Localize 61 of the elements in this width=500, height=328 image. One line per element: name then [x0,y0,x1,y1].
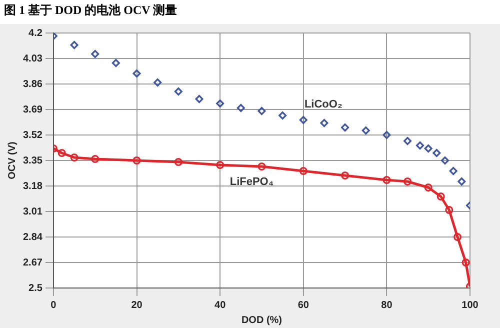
point [404,137,412,145]
series-label: LiCoO₂ [304,98,342,111]
point [424,184,432,192]
point [341,172,350,180]
point [382,176,391,184]
chart-title: 图 1 基于 DOD 的电池 OCV 测量 [3,2,178,19]
point [424,144,432,152]
point [404,178,412,186]
x-tick-label: 80 [381,300,393,311]
point [382,131,391,139]
point [416,142,424,150]
y-tick-label: 3.69 [22,104,43,116]
point [258,162,266,170]
point [320,119,328,127]
point [462,258,470,266]
point [70,41,78,49]
point [91,50,100,58]
y-tick-label: 3.86 [22,78,43,90]
point [458,178,466,186]
y-tick-label: 2.5 [28,282,43,294]
series-label: LiFePO₄ [230,176,274,188]
x-tick-label: 0 [50,300,57,311]
y-tick-label: 3.01 [22,206,43,218]
y-tick-label: 3.18 [22,180,43,192]
point [112,59,120,67]
point [432,149,441,157]
x-tick-label: 20 [131,300,143,311]
point [299,167,308,175]
point [341,124,350,132]
point [132,156,141,164]
point [58,149,66,157]
point [236,104,245,112]
point [362,126,370,134]
point [154,78,162,86]
point [216,100,224,108]
point [454,233,462,241]
point [174,88,182,96]
y-tick-label: 2.84 [22,232,43,243]
point [436,192,445,200]
point [441,156,450,164]
point [174,158,182,166]
y-tick-label: 3.52 [22,130,43,141]
y-tick-label: 2.67 [22,257,43,268]
y-tick-label: 4.03 [22,53,43,64]
point [299,116,308,124]
point [195,95,204,103]
point [445,206,454,214]
point [449,167,458,175]
x-tick-label: 60 [298,300,310,311]
point [132,70,141,78]
y-axis-title: OCV (V) [6,142,18,180]
x-tick-label: 40 [214,300,226,311]
point [278,112,287,120]
y-tick-label: 3.35 [22,155,43,166]
point [258,107,266,115]
point [216,161,224,169]
x-axis-title: DOD (%) [241,314,282,326]
y-tick-label: 4.2 [28,28,43,39]
point [91,155,100,163]
point [70,154,78,162]
x-tick-label: 100 [462,300,479,311]
